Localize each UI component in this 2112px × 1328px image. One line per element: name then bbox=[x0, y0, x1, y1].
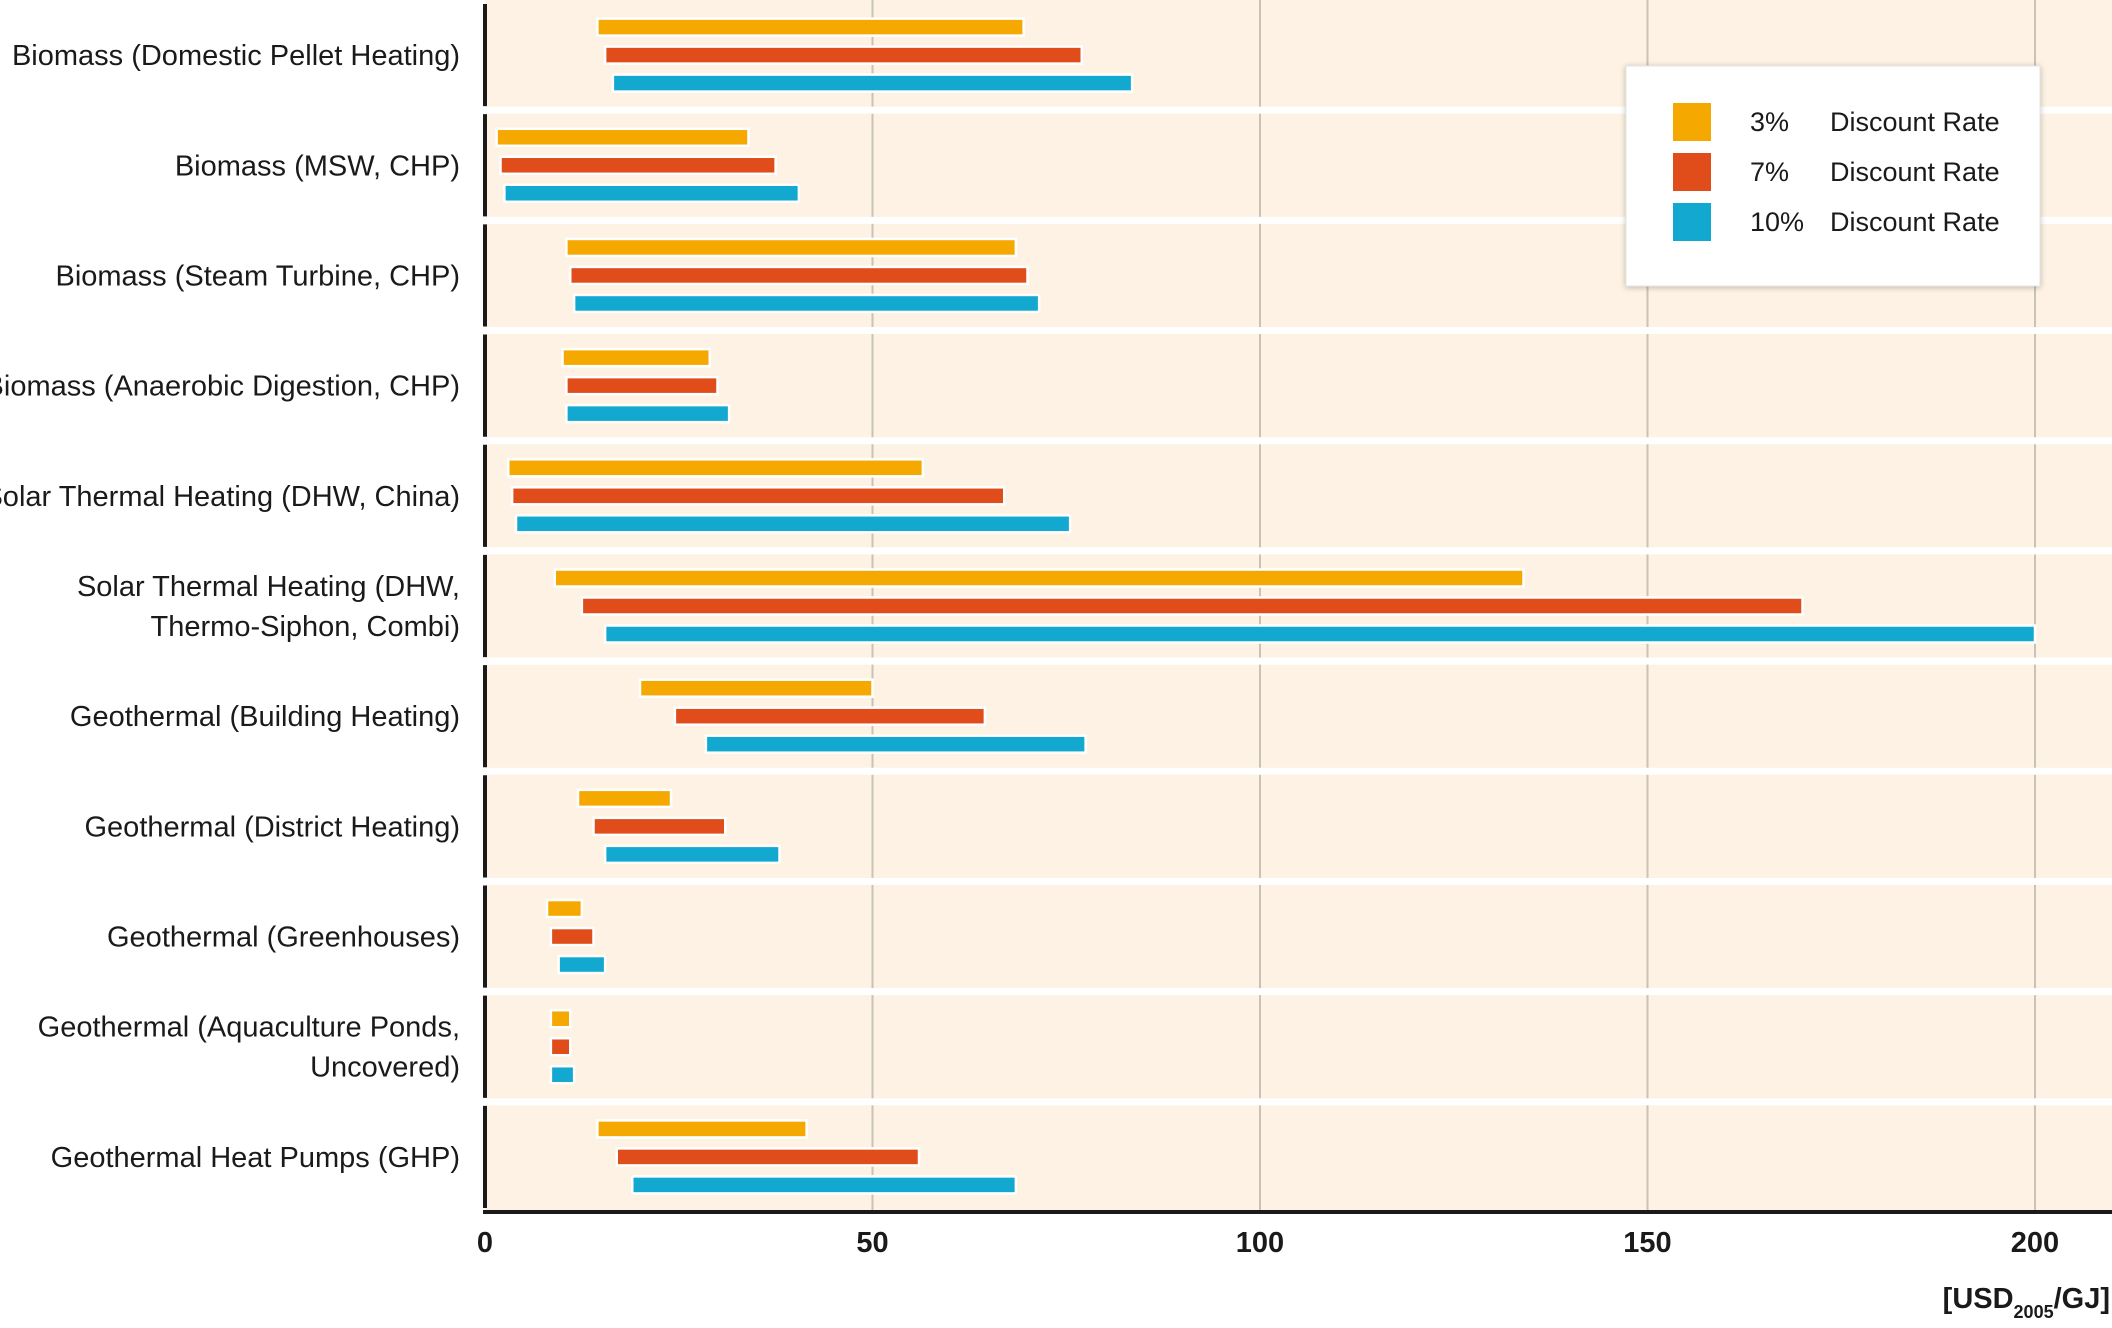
x-tick-label: 50 bbox=[856, 1227, 888, 1259]
legend-swatch bbox=[1673, 203, 1711, 241]
bar-3pct-9 bbox=[549, 1008, 572, 1029]
legend: 3% Discount Rate 7% Discount Rate 10% Discoun… bbox=[1625, 65, 2041, 287]
legend-label: 3% bbox=[1750, 107, 1789, 137]
band-separator bbox=[485, 988, 2112, 996]
category-label: Biomass (Domestic Pellet Heating) bbox=[12, 40, 460, 72]
bar-7pct-5 bbox=[580, 596, 1804, 616]
category-label: Geothermal (Aquaculture Ponds, Uncovered) bbox=[38, 1012, 460, 1084]
bar-10pct-4 bbox=[514, 514, 1072, 534]
band-separator bbox=[485, 106, 2112, 114]
band-separator bbox=[485, 437, 2112, 445]
category-label: Biomass (Anaerobic Digestion, CHP) bbox=[0, 371, 460, 403]
bar-10pct-0 bbox=[611, 73, 1134, 93]
bar-7pct-3 bbox=[565, 375, 719, 396]
bar-3pct-0 bbox=[596, 17, 1025, 37]
bars bbox=[495, 17, 2037, 1195]
category-label: Biomass (Steam Turbine, CHP) bbox=[55, 260, 460, 292]
legend-suffix: Discount Rate bbox=[1830, 207, 2000, 237]
bar-10pct-2 bbox=[572, 293, 1041, 314]
bar-10pct-3 bbox=[565, 403, 731, 424]
band-separator bbox=[485, 216, 2112, 224]
axes bbox=[483, 4, 2112, 1214]
band-separator bbox=[485, 877, 2112, 885]
legend-label: 7% bbox=[1750, 157, 1789, 187]
bar-7pct-7 bbox=[592, 816, 727, 837]
legend-label: 10% bbox=[1750, 207, 1804, 237]
x-tick-labels: 0 50 100 150 200 bbox=[477, 1227, 2059, 1259]
x-tick-label: 0 bbox=[477, 1227, 493, 1259]
x-tick-label: 100 bbox=[1236, 1227, 1284, 1259]
bar-7pct-1 bbox=[499, 155, 777, 176]
bar-7pct-9 bbox=[549, 1036, 572, 1057]
bar-10pct-9 bbox=[549, 1064, 576, 1085]
bar-7pct-8 bbox=[549, 926, 595, 947]
bar-7pct-6 bbox=[673, 706, 987, 726]
bar-3pct-2 bbox=[565, 237, 1018, 258]
bar-3pct-4 bbox=[507, 458, 925, 478]
legend-swatch bbox=[1673, 153, 1711, 191]
bar-10pct-1 bbox=[503, 183, 801, 204]
bar-7pct-4 bbox=[510, 486, 1006, 506]
bar-3pct-6 bbox=[638, 678, 874, 698]
x-tick-label: 150 bbox=[1623, 1227, 1671, 1259]
band-separator bbox=[485, 657, 2112, 665]
bar-10pct-10 bbox=[631, 1175, 1018, 1195]
bar-10pct-5 bbox=[603, 624, 2037, 644]
category-label: Geothermal (Greenhouses) bbox=[107, 922, 460, 954]
bar-3pct-1 bbox=[495, 127, 750, 148]
bar-3pct-8 bbox=[545, 898, 584, 919]
band-separator bbox=[485, 327, 2112, 335]
bar-3pct-3 bbox=[561, 347, 711, 368]
band-separator bbox=[485, 767, 2112, 775]
category-separators bbox=[485, 106, 2112, 1106]
category-label: Geothermal (District Heating) bbox=[85, 811, 461, 843]
bar-3pct-10 bbox=[596, 1119, 808, 1139]
category-labels: Biomass (Domestic Pellet Heating) Biomass… bbox=[0, 40, 460, 1174]
bar-10pct-8 bbox=[557, 954, 607, 975]
legend-suffix: Discount Rate bbox=[1830, 157, 2000, 187]
legend-swatch bbox=[1673, 103, 1711, 141]
band-separator bbox=[485, 1098, 2112, 1106]
category-label: Solar Thermal Heating (DHW, China) bbox=[0, 481, 460, 513]
bar-10pct-7 bbox=[603, 844, 781, 865]
category-label: Biomass (MSW, CHP) bbox=[175, 150, 460, 182]
bar-10pct-6 bbox=[704, 734, 1087, 754]
category-label: Geothermal Heat Pumps (GHP) bbox=[51, 1142, 460, 1174]
category-label: Solar Thermal Heating (DHW, Thermo-Siphon… bbox=[77, 571, 460, 643]
bar-7pct-10 bbox=[615, 1147, 921, 1167]
bar-3pct-7 bbox=[576, 788, 673, 809]
x-tick-label: 200 bbox=[2011, 1227, 2059, 1259]
bar-7pct-2 bbox=[569, 265, 1029, 286]
legend-suffix: Discount Rate bbox=[1830, 107, 2000, 137]
x-axis-unit-label: [USD2005/GJ] bbox=[1943, 1283, 2110, 1322]
bar-3pct-5 bbox=[553, 568, 1525, 588]
bar-7pct-0 bbox=[603, 45, 1083, 65]
band-separator bbox=[485, 547, 2112, 555]
category-label: Geothermal (Building Heating) bbox=[70, 701, 460, 733]
x-axis-unit: [USD2005/GJ] bbox=[1943, 1283, 2110, 1322]
